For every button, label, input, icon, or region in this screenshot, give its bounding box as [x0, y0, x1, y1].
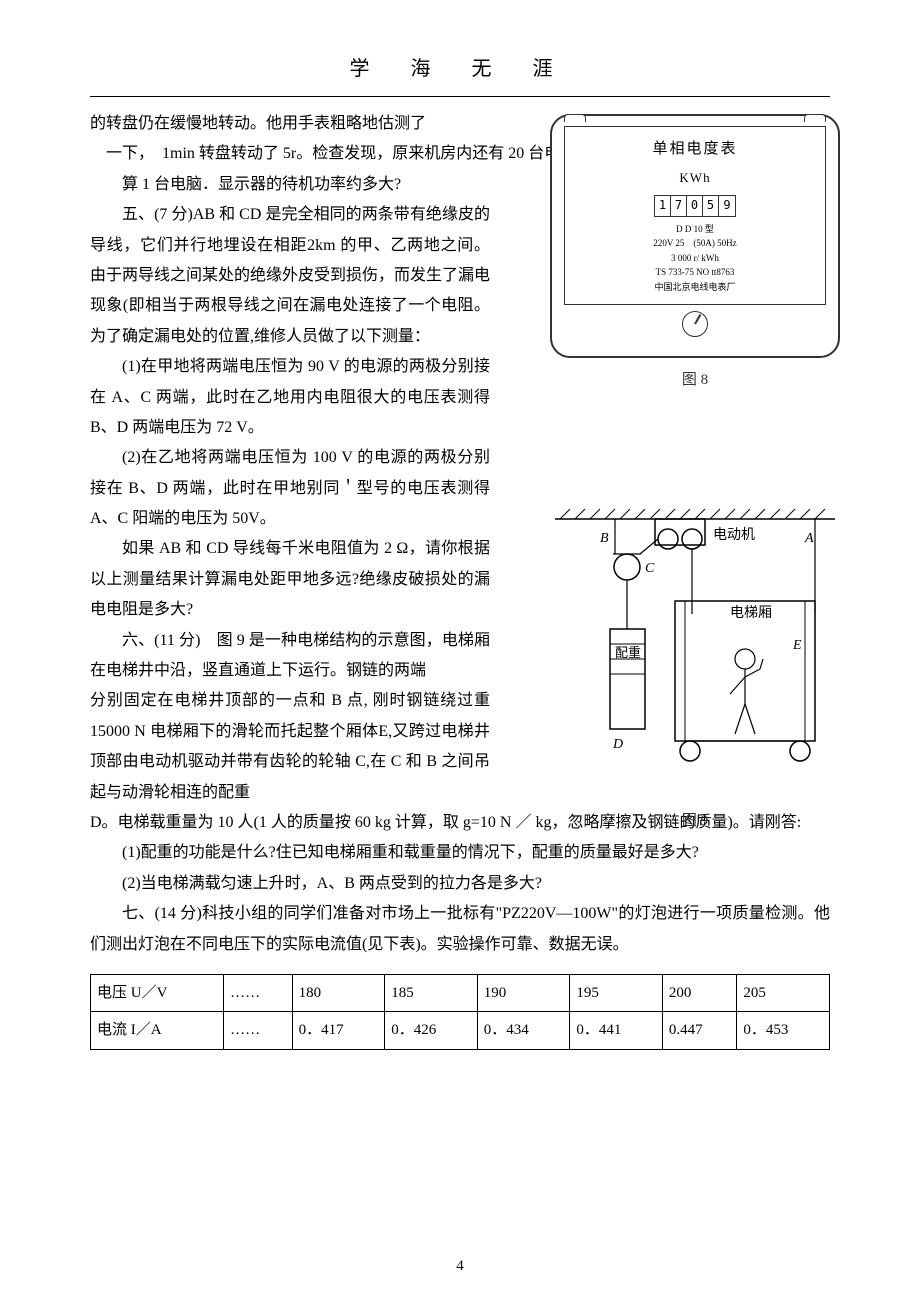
- meter-digit: 9: [719, 196, 735, 216]
- meter-digit: 7: [671, 196, 687, 216]
- meter-rate: 3 000 r/ kWh: [571, 252, 819, 265]
- table-cell: 0．434: [477, 1012, 570, 1050]
- figure-8-caption: 图 8: [550, 366, 840, 395]
- label-A: A: [804, 531, 814, 546]
- table-cell: 电流 I／A: [91, 1012, 224, 1050]
- meter-face: 单相电度表 KWh 1 7 0 5 9 D D 10 型 220V 25 (50…: [564, 126, 826, 305]
- table-cell: ……: [224, 974, 293, 1012]
- table-cell: 180: [292, 974, 385, 1012]
- data-table: 电压 U／V …… 180 185 190 195 200 205 电流 I／A…: [90, 974, 830, 1050]
- paragraph: 七、(14 分)科技小组的同学们准备对市场上一批标有"PZ220V—100W"的…: [90, 899, 830, 960]
- table-cell: 185: [385, 974, 478, 1012]
- label-E: E: [792, 638, 802, 653]
- meter-digit: 5: [703, 196, 719, 216]
- table-row: 电流 I／A …… 0．417 0．426 0．434 0．441 0.447 …: [91, 1012, 830, 1050]
- meter-digit: 0: [687, 196, 703, 216]
- table-cell: 0．441: [570, 1012, 663, 1050]
- paragraph: 六、(11 分) 图 9 是一种电梯结构的示意图，电梯厢在电梯井中沿，竖直通道上…: [90, 626, 490, 687]
- paragraph: (1)在甲地将两端电压恒为 90 V 的电源的两极分别接在 A、C 两端，此时在…: [90, 352, 490, 443]
- paragraph: (1)配重的功能是什么?住已知电梯厢重和载重量的情况下，配重的质量最好是多大?: [90, 838, 830, 868]
- label-C: C: [645, 561, 655, 576]
- paragraph: (2)在乙地将两端电压恒为 100 V 的电源的两极分别接在 B、D 两端，此时…: [90, 443, 490, 534]
- table-cell: 190: [477, 974, 570, 1012]
- figure-9: 电动机 A B C 配重 D 电梯厢 E: [550, 499, 840, 836]
- meter-kwh: KWh: [571, 166, 819, 191]
- table-cell: 电压 U／V: [91, 974, 224, 1012]
- paragraph: 算 1 台电脑．显示器的待机功率约多大?: [90, 170, 490, 200]
- label-D: D: [612, 737, 623, 752]
- meter-maker: 中国北京电线电表厂: [571, 281, 819, 294]
- figure-8: 单相电度表 KWh 1 7 0 5 9 D D 10 型 220V 25 (50…: [550, 114, 840, 394]
- table-row: 电压 U／V …… 180 185 190 195 200 205: [91, 974, 830, 1012]
- meter-counter: 1 7 0 5 9: [654, 195, 736, 217]
- page-number: 4: [0, 1252, 920, 1281]
- table-cell: 0．453: [737, 1012, 830, 1050]
- table-cell: 0.447: [662, 1012, 737, 1050]
- paragraph: 分别固定在电梯井顶部的一点和 B 点, 刚时钢链绕过重 15000 N 电梯厢下…: [90, 686, 490, 808]
- figure-9-caption: 图 9: [550, 807, 840, 836]
- meter-dial: [564, 311, 826, 348]
- table-cell: 195: [570, 974, 663, 1012]
- meter-digit: 1: [655, 196, 671, 216]
- label-weight: 配重: [615, 645, 641, 660]
- main-content: 单相电度表 KWh 1 7 0 5 9 D D 10 型 220V 25 (50…: [90, 109, 830, 1050]
- elevator-diagram: 电动机 A B C 配重 D 电梯厢 E: [555, 499, 835, 799]
- meter-model: D D 10 型: [571, 223, 819, 236]
- table-cell: 0．417: [292, 1012, 385, 1050]
- table-cell: 0．426: [385, 1012, 478, 1050]
- paragraph: 如果 AB 和 CD 导线每千米电阻值为 2 Ω，请你根据以上测量结果计算漏电处…: [90, 534, 490, 625]
- meter-title: 单相电度表: [571, 135, 819, 164]
- table-cell: ……: [224, 1012, 293, 1050]
- label-B: B: [600, 531, 609, 546]
- page-header: 学 海 无 涯: [90, 50, 830, 97]
- table-cell: 200: [662, 974, 737, 1012]
- paragraph: 五、(7 分)AB 和 CD 是完全相同的两条带有绝缘皮的导线，它们并行地埋设在…: [90, 200, 490, 352]
- label-motor: 电动机: [713, 527, 755, 543]
- meter-serial: TS 733-75 NO tt8763: [571, 266, 819, 279]
- paragraph: (2)当电梯满载匀速上升时，A、B 两点受到的拉力各是多大?: [90, 869, 830, 899]
- meter-outer: 单相电度表 KWh 1 7 0 5 9 D D 10 型 220V 25 (50…: [550, 114, 840, 358]
- label-car: 电梯厢: [730, 605, 772, 621]
- meter-spec: 220V 25 (50A) 50Hz: [571, 237, 819, 250]
- table-cell: 205: [737, 974, 830, 1012]
